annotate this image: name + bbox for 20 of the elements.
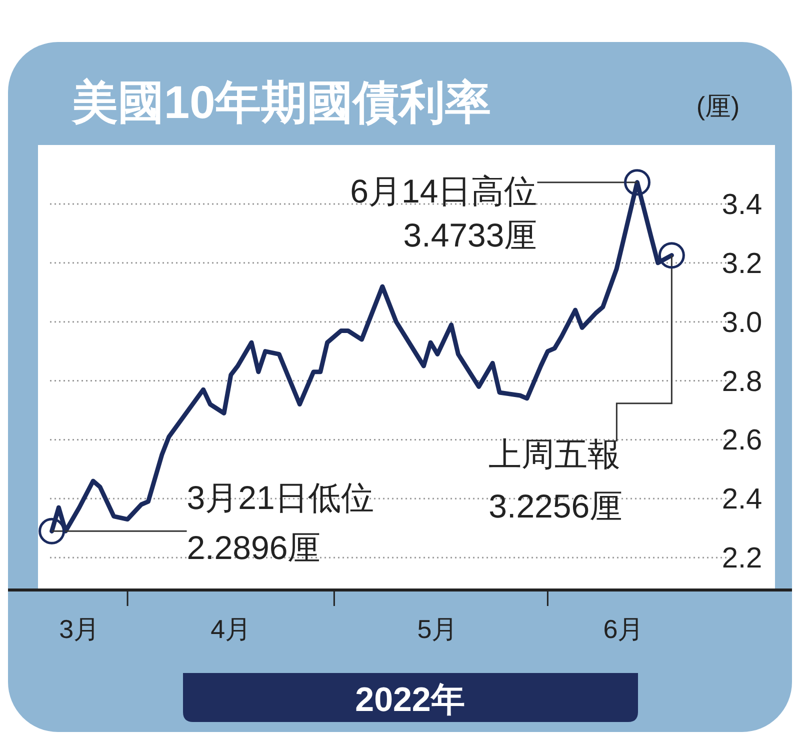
chart-title: 美國10年期國債利率 bbox=[71, 76, 492, 128]
point bbox=[38, 518, 66, 544]
y-tick-label: 3.2 bbox=[722, 248, 762, 280]
y-tick-label: 2.6 bbox=[722, 424, 762, 457]
point bbox=[624, 169, 650, 196]
y-tick-label: 2.4 bbox=[722, 484, 762, 516]
x-axis-title: 2022年 bbox=[355, 681, 465, 719]
x-tick-label: 4月 bbox=[210, 614, 252, 644]
annotation: 上周五報 3.2256厘 bbox=[488, 435, 623, 524]
y-tick-label: 3.4 bbox=[722, 188, 762, 221]
x-tick-label: 3月 bbox=[59, 614, 100, 644]
y-tick-label: 2.2 bbox=[722, 542, 762, 575]
x-tick-label: 5月 bbox=[417, 614, 458, 644]
annotation: 6月14日高位 3.4733厘 bbox=[350, 172, 538, 254]
y-tick-label: 3.0 bbox=[722, 306, 762, 339]
y-tick-label: 2.8 bbox=[722, 366, 762, 398]
point bbox=[658, 242, 685, 269]
annotation: 3月21日低位 2.2896厘 bbox=[186, 479, 374, 566]
y-axis-title: (厘) bbox=[696, 91, 740, 121]
x-tick-label: 6月 bbox=[603, 614, 644, 644]
